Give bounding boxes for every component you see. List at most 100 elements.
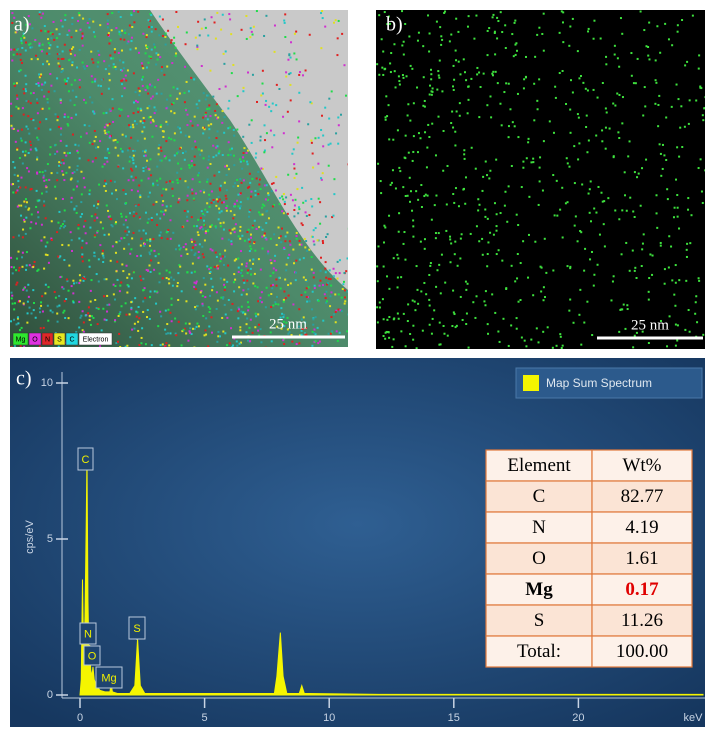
legend-chip — [41, 332, 54, 346]
map-dot — [273, 50, 276, 53]
map-dot — [435, 285, 438, 288]
map-dot — [60, 275, 63, 278]
map-dot — [82, 321, 85, 324]
map-dot — [170, 297, 173, 300]
map-dot — [86, 22, 89, 25]
map-dot — [283, 200, 286, 203]
map-dot — [265, 238, 268, 241]
map-dot — [13, 173, 16, 176]
map-dot — [114, 221, 117, 224]
map-dot — [57, 125, 60, 128]
map-dot — [224, 286, 227, 289]
map-dot — [10, 346, 13, 347]
map-dot — [97, 203, 100, 206]
map-dot — [281, 324, 284, 327]
map-dot — [63, 300, 66, 303]
map-dot — [573, 224, 576, 227]
map-dot — [450, 33, 453, 36]
map-dot — [184, 134, 187, 137]
map-dot — [492, 233, 495, 236]
map-dot — [304, 69, 307, 72]
map-dot — [275, 175, 278, 178]
map-dot — [58, 53, 61, 56]
map-dot — [249, 340, 252, 343]
map-dot — [11, 127, 14, 130]
map-dot — [402, 312, 405, 315]
map-dot — [654, 59, 657, 62]
map-dot — [605, 63, 608, 66]
map-dot — [478, 116, 481, 119]
map-dot — [321, 10, 324, 13]
map-dot — [605, 111, 608, 114]
map-dot — [221, 201, 224, 204]
map-dot — [454, 240, 457, 243]
map-dot — [133, 120, 136, 123]
map-dot — [465, 79, 468, 82]
map-dot — [130, 136, 133, 139]
map-dot — [117, 165, 120, 168]
map-dot — [175, 334, 178, 337]
map-dot — [491, 74, 494, 77]
map-dot — [88, 259, 91, 262]
map-dot — [11, 12, 14, 15]
map-dot — [206, 118, 209, 121]
map-dot — [37, 82, 40, 85]
map-dot — [24, 286, 27, 289]
map-dot — [628, 140, 631, 143]
map-dot — [686, 60, 689, 63]
map-dot — [283, 19, 286, 22]
map-dot — [303, 237, 306, 240]
map-dot — [130, 301, 133, 304]
map-dot — [515, 327, 518, 330]
map-dot — [204, 98, 207, 101]
map-dot — [13, 84, 16, 87]
map-dot — [203, 191, 206, 194]
map-dot — [176, 181, 179, 184]
map-dot — [404, 195, 407, 198]
map-dot — [49, 32, 52, 35]
map-dot — [41, 49, 44, 52]
map-dot — [387, 331, 390, 334]
map-dot — [583, 321, 586, 324]
map-dot — [16, 257, 19, 260]
map-dot — [120, 215, 123, 218]
map-dot — [180, 344, 183, 347]
map-dot — [288, 253, 291, 256]
map-dot — [97, 61, 100, 64]
map-dot — [202, 277, 205, 280]
map-dot — [282, 298, 285, 301]
map-dot — [629, 196, 632, 199]
map-dot — [49, 309, 52, 312]
map-dot — [160, 237, 163, 240]
map-dot — [648, 21, 651, 24]
map-dot — [382, 335, 385, 338]
map-dot — [229, 153, 232, 156]
map-dot — [221, 13, 224, 16]
map-dot — [177, 25, 180, 28]
map-dot — [13, 166, 16, 169]
map-dot — [231, 302, 234, 305]
map-dot — [312, 240, 315, 243]
legend-label: S — [57, 336, 62, 343]
map-dot — [674, 264, 677, 267]
map-dot — [532, 294, 535, 297]
map-dot — [166, 65, 169, 68]
map-dot — [658, 143, 661, 146]
map-dot — [115, 270, 118, 273]
map-dot — [501, 259, 504, 262]
map-dot — [254, 249, 257, 252]
map-dot — [588, 188, 591, 191]
map-dot — [571, 91, 574, 94]
map-dot — [381, 66, 384, 69]
map-dot — [112, 293, 115, 296]
map-dot — [131, 237, 134, 240]
map-dot — [345, 94, 348, 97]
map-dot — [245, 331, 248, 334]
map-dot — [54, 197, 57, 200]
map-dot — [237, 270, 240, 273]
map-dot — [581, 183, 584, 186]
map-dot — [196, 45, 199, 48]
map-dot — [305, 333, 308, 336]
map-dot — [223, 62, 226, 65]
map-dot — [102, 256, 105, 259]
